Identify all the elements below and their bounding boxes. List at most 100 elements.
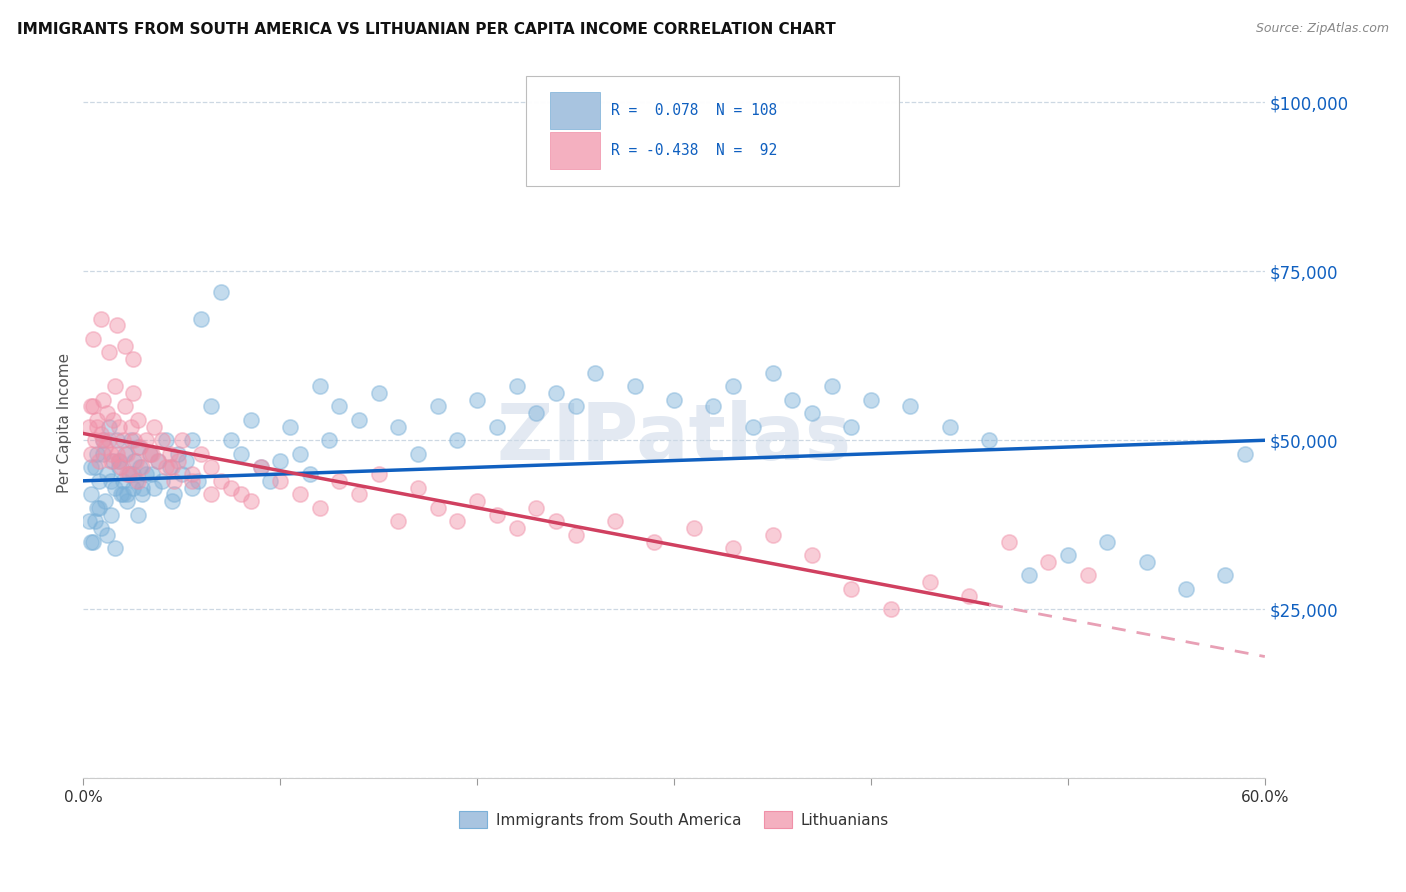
Point — [1136, 555, 1159, 569]
Point — [82, 332, 104, 346]
Point — [97, 345, 120, 359]
Point — [100, 453, 122, 467]
Point — [86, 419, 108, 434]
Point — [120, 419, 142, 434]
Point — [166, 447, 188, 461]
Point — [117, 467, 139, 481]
Point — [998, 534, 1021, 549]
Point — [318, 434, 340, 448]
Point — [1077, 568, 1099, 582]
Point — [839, 582, 862, 596]
Point — [239, 494, 262, 508]
Point — [115, 467, 138, 481]
Point — [174, 453, 197, 467]
Point — [170, 467, 193, 481]
Point — [159, 460, 181, 475]
Point — [100, 508, 122, 522]
Point — [761, 366, 783, 380]
Point — [91, 434, 114, 448]
Point — [94, 440, 117, 454]
Point — [939, 419, 962, 434]
Point — [643, 534, 665, 549]
Point — [87, 453, 110, 467]
Point — [328, 474, 350, 488]
Point — [702, 400, 724, 414]
Point — [800, 406, 823, 420]
Point — [90, 426, 112, 441]
Point — [143, 481, 166, 495]
Point — [131, 487, 153, 501]
Point — [820, 379, 842, 393]
Point — [94, 494, 117, 508]
Text: Source: ZipAtlas.com: Source: ZipAtlas.com — [1256, 22, 1389, 36]
Point — [115, 494, 138, 508]
Point — [90, 521, 112, 535]
Point — [135, 434, 157, 448]
Point — [115, 487, 138, 501]
Point — [121, 352, 143, 367]
Point — [82, 400, 104, 414]
Point — [101, 413, 124, 427]
Point — [160, 494, 183, 508]
Text: IMMIGRANTS FROM SOUTH AMERICA VS LITHUANIAN PER CAPITA INCOME CORRELATION CHART: IMMIGRANTS FROM SOUTH AMERICA VS LITHUAN… — [17, 22, 835, 37]
Point — [170, 434, 193, 448]
Point — [155, 460, 177, 475]
Point — [800, 548, 823, 562]
Point — [1018, 568, 1040, 582]
Point — [104, 379, 127, 393]
Point — [249, 460, 271, 475]
Point — [180, 434, 202, 448]
Point — [544, 386, 567, 401]
Point — [446, 434, 468, 448]
Point — [100, 474, 122, 488]
Point — [239, 413, 262, 427]
Point — [446, 515, 468, 529]
Point — [101, 453, 124, 467]
Point — [682, 521, 704, 535]
Point — [328, 400, 350, 414]
Point — [111, 474, 134, 488]
Point — [124, 434, 146, 448]
Point — [278, 419, 301, 434]
Point — [200, 400, 222, 414]
Point — [219, 434, 242, 448]
Point — [96, 406, 118, 420]
Point — [114, 400, 136, 414]
Point — [77, 419, 100, 434]
Point — [186, 474, 208, 488]
Point — [426, 500, 449, 515]
Point — [125, 474, 148, 488]
Point — [544, 515, 567, 529]
Point — [114, 338, 136, 352]
Point — [96, 467, 118, 481]
Point — [209, 285, 232, 299]
Point — [135, 467, 157, 481]
Point — [77, 515, 100, 529]
Point — [839, 419, 862, 434]
Point — [623, 379, 645, 393]
Point — [288, 487, 311, 501]
Point — [107, 453, 129, 467]
Point — [269, 474, 291, 488]
Point — [150, 434, 173, 448]
Point — [131, 460, 153, 475]
Point — [141, 467, 163, 481]
Point — [347, 413, 370, 427]
Point — [406, 447, 429, 461]
Point — [200, 460, 222, 475]
Point — [87, 474, 110, 488]
Point — [662, 392, 685, 407]
Point — [127, 474, 149, 488]
Point — [80, 447, 103, 461]
Point — [298, 467, 321, 481]
Point — [229, 447, 252, 461]
Point — [141, 447, 163, 461]
Point — [91, 434, 114, 448]
Point — [163, 474, 186, 488]
Point — [91, 392, 114, 407]
Point — [150, 474, 173, 488]
Point — [104, 481, 127, 495]
Point — [125, 453, 148, 467]
Point — [163, 487, 186, 501]
Point — [155, 434, 177, 448]
